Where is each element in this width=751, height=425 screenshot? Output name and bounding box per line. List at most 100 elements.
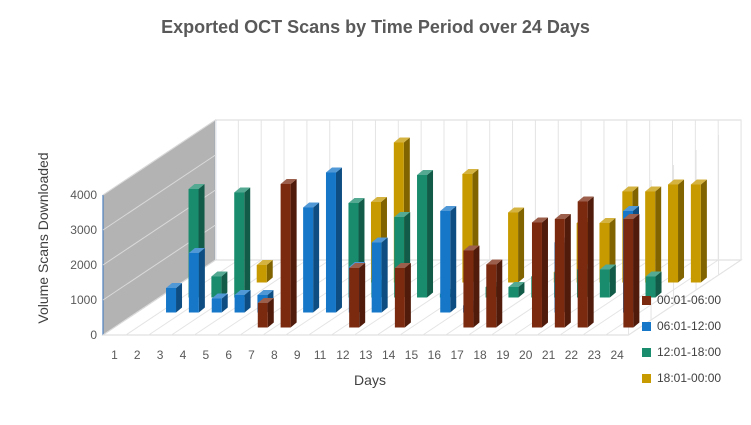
bar-front (508, 212, 519, 283)
bar-side (198, 248, 205, 313)
bar-front (645, 191, 656, 283)
bar-side (266, 260, 273, 283)
bar-front (303, 207, 314, 313)
bar-front (463, 250, 474, 328)
bar-top (645, 271, 662, 277)
bar-side (496, 259, 503, 328)
bar-front (234, 295, 245, 313)
bar (440, 206, 457, 313)
bar-front (256, 265, 267, 283)
bar-side (313, 202, 320, 313)
bar-top (188, 248, 205, 253)
bar-side (176, 283, 183, 313)
bar-top (623, 206, 640, 211)
bar-front (668, 184, 679, 283)
bar-top (440, 206, 457, 211)
x-tick-label: 19 (496, 348, 510, 362)
bar-top (463, 245, 480, 251)
bar-front (371, 242, 382, 313)
bar-side (404, 263, 411, 328)
bar-top (234, 187, 251, 193)
bar-top (690, 179, 707, 185)
x-tick-label: 18 (473, 348, 487, 362)
bar-side (221, 293, 228, 313)
bar-top (645, 186, 662, 192)
legend-item: 12:01-18:00 (642, 339, 721, 365)
x-tick-label: 17 (450, 348, 464, 362)
bar (599, 264, 616, 298)
bar-top (371, 237, 388, 243)
legend-label: 00:01-06:00 (657, 293, 722, 307)
bar (325, 167, 342, 313)
bar-front (486, 264, 497, 328)
bar (668, 179, 685, 283)
bar (234, 290, 251, 313)
bar (211, 293, 228, 313)
bar-top (394, 263, 411, 268)
bar-front (394, 268, 405, 328)
legend-swatch (642, 295, 651, 305)
bar-front (280, 184, 291, 328)
y-tick-label: 3000 (70, 223, 97, 237)
bar-front (462, 174, 473, 283)
bar-top (668, 179, 685, 185)
legend-label: 18:01-00:00 (657, 371, 722, 385)
bar-front (645, 276, 656, 298)
bar-front (440, 211, 451, 313)
bar-side (541, 217, 548, 328)
bar (508, 282, 525, 298)
bar-top (623, 214, 640, 219)
bar (349, 263, 366, 328)
bar (257, 298, 274, 328)
bar-front (349, 268, 360, 328)
bar-front (211, 276, 222, 298)
bar-side (450, 206, 457, 313)
bar (463, 245, 480, 328)
bar (280, 179, 297, 328)
bar-top (370, 197, 387, 202)
bar-top (325, 167, 342, 173)
bar (645, 186, 662, 283)
x-tick-label: 2 (134, 348, 141, 362)
x-tick-label: 5 (202, 348, 209, 362)
bar-side (587, 196, 594, 328)
x-tick-label: 12 (336, 348, 350, 362)
x-tick-label: 16 (428, 348, 442, 362)
bar-side (290, 179, 297, 328)
bar-side (473, 245, 480, 328)
x-tick-label: 15 (405, 348, 419, 362)
bar-top (394, 212, 411, 217)
bar-front (599, 223, 610, 283)
bar-top (486, 259, 503, 265)
x-tick-label: 6 (225, 348, 232, 362)
bar-front (257, 303, 268, 328)
bar-top (188, 184, 205, 189)
bar-side (381, 237, 388, 313)
bar (371, 237, 388, 313)
y-tick-label: 1000 (70, 293, 97, 307)
bar-side (244, 290, 251, 313)
bar (690, 179, 707, 283)
bar-side (221, 271, 228, 298)
bar-top (257, 298, 274, 303)
bar-side (244, 187, 251, 298)
bar-top (393, 137, 410, 143)
bar-front (188, 189, 199, 298)
bar-side (609, 264, 616, 298)
bar-front (623, 219, 634, 328)
bar-top (531, 217, 548, 223)
bar-side (655, 186, 662, 283)
legend-swatch (642, 321, 651, 331)
bar-front (531, 222, 542, 328)
bar-front (166, 288, 177, 313)
bar-side (359, 263, 366, 328)
bar (645, 271, 662, 298)
bar-front (599, 269, 610, 298)
bar-front (417, 175, 428, 298)
y-gridline (102, 154, 216, 231)
legend-swatch (642, 373, 651, 383)
y-axis-title: Volume Scans Downloaded (35, 152, 51, 324)
x-tick-label: 1 (111, 348, 118, 362)
y-gridline (102, 119, 216, 196)
